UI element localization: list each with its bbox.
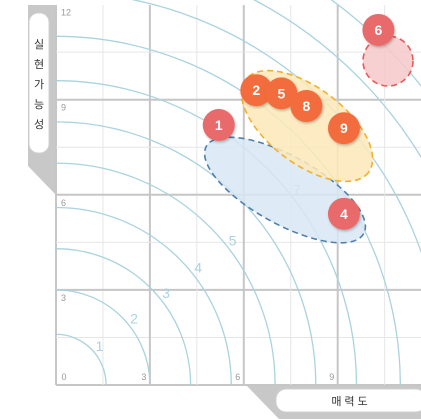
data-points: 1 2 5 8 9 4 6 — [202, 13, 395, 230]
point-label: 2 — [252, 82, 260, 98]
contour-label: 1 — [96, 338, 104, 354]
contour-arc — [252, 0, 421, 159]
contour-label: 4 — [194, 260, 202, 276]
x-tick-label: 6 — [235, 372, 240, 382]
red-cluster-circle — [362, 35, 414, 87]
contour-arc — [55, 162, 276, 386]
point-8: 8 — [290, 90, 323, 123]
point-9: 9 — [327, 112, 360, 145]
y-axis-label-char: 실 — [34, 38, 44, 51]
point-label: 1 — [215, 117, 223, 133]
x-tick-label: 9 — [329, 372, 334, 382]
contour-arc — [55, 206, 232, 386]
blue-cluster-ellipse — [203, 136, 367, 244]
y-axis-label-box — [28, 12, 50, 154]
contour-label: 3 — [162, 285, 170, 301]
contour-arc — [55, 333, 107, 386]
y-tick-label: 12 — [61, 8, 71, 18]
point-label: 5 — [277, 85, 285, 101]
x-axis-label-box — [275, 388, 421, 413]
point-marker — [290, 90, 323, 123]
y-axis-label-char: 현 — [34, 58, 44, 71]
y-tick-label: 6 — [61, 198, 66, 208]
contour-label: 2 — [130, 310, 138, 326]
contour-arc — [55, 289, 151, 386]
point-marker — [240, 74, 273, 107]
point-1: 1 — [202, 109, 235, 142]
point-5: 5 — [265, 77, 298, 110]
point-4: 4 — [327, 197, 360, 230]
y-tick-label: 3 — [61, 293, 66, 303]
point-6: 6 — [362, 13, 395, 46]
y-tick-label: 9 — [61, 103, 66, 113]
point-label: 4 — [340, 206, 348, 222]
point-label: 6 — [374, 22, 382, 38]
point-marker — [327, 197, 360, 230]
contour-arc — [55, 248, 192, 386]
x-tick-label: 0 — [61, 372, 66, 382]
point-marker — [362, 13, 395, 46]
point-marker — [265, 77, 298, 110]
point-marker — [202, 109, 235, 142]
point-label: 9 — [340, 120, 348, 136]
y-axis-label-char: 능 — [34, 98, 44, 111]
point-2: 2 — [240, 74, 273, 107]
y-axis-label-char: 성 — [34, 118, 44, 131]
contour-label: 5 — [229, 232, 237, 248]
x-tick-label: 3 — [141, 372, 146, 382]
x-axis-label: 매력도 — [331, 395, 370, 408]
point-marker — [327, 112, 360, 145]
point-label: 8 — [303, 98, 311, 114]
y-axis-label-char: 가 — [34, 78, 44, 91]
